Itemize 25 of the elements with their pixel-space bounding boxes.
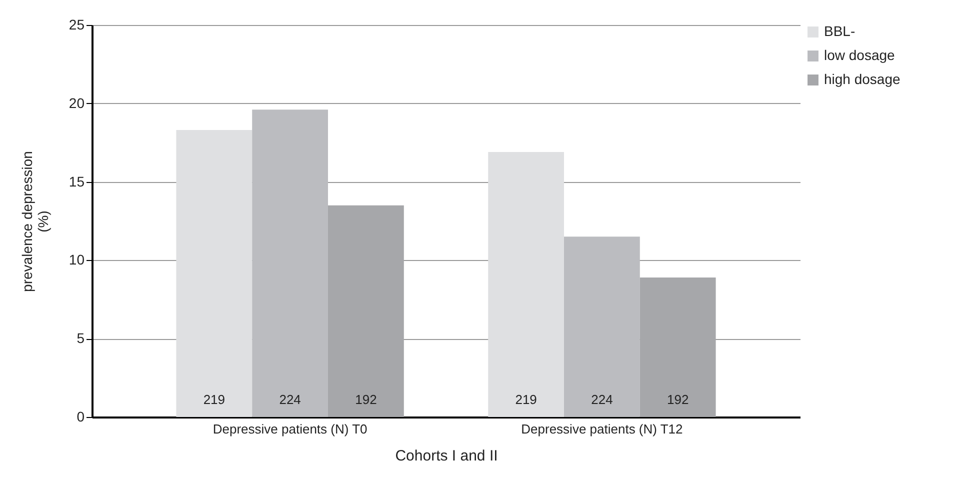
annotation: 219: [203, 392, 226, 407]
annotation: 224: [279, 392, 301, 407]
annotation: 219: [515, 392, 537, 407]
legend-label: high dosage: [824, 71, 901, 87]
legend-label: BBL-: [824, 23, 856, 39]
bar: [176, 130, 252, 417]
bar: [328, 205, 404, 417]
y-tick-label: 0: [76, 408, 85, 424]
bar: [640, 277, 716, 417]
x-tick-label: Depressive patients (N) T0: [212, 422, 368, 436]
y-tick-label: 10: [68, 252, 85, 268]
y-tick-label: 25: [68, 16, 85, 32]
x-tick-label: Depressive patients (N) T12: [521, 422, 683, 436]
legend-label: low dosage: [824, 47, 896, 63]
bar: [252, 110, 328, 417]
y-axis-title: prevalence depression (%): [18, 151, 51, 292]
annotation: 192: [355, 392, 377, 407]
y-tick-label: 20: [68, 94, 85, 111]
y-tick-label: 5: [76, 330, 85, 346]
annotation: 192: [666, 392, 689, 407]
bar: [488, 152, 564, 417]
y-tick-label: 15: [68, 173, 85, 190]
bar: [564, 236, 640, 417]
x-axis-title: Cohorts I and II: [395, 448, 498, 464]
annotation: 224: [591, 392, 613, 407]
